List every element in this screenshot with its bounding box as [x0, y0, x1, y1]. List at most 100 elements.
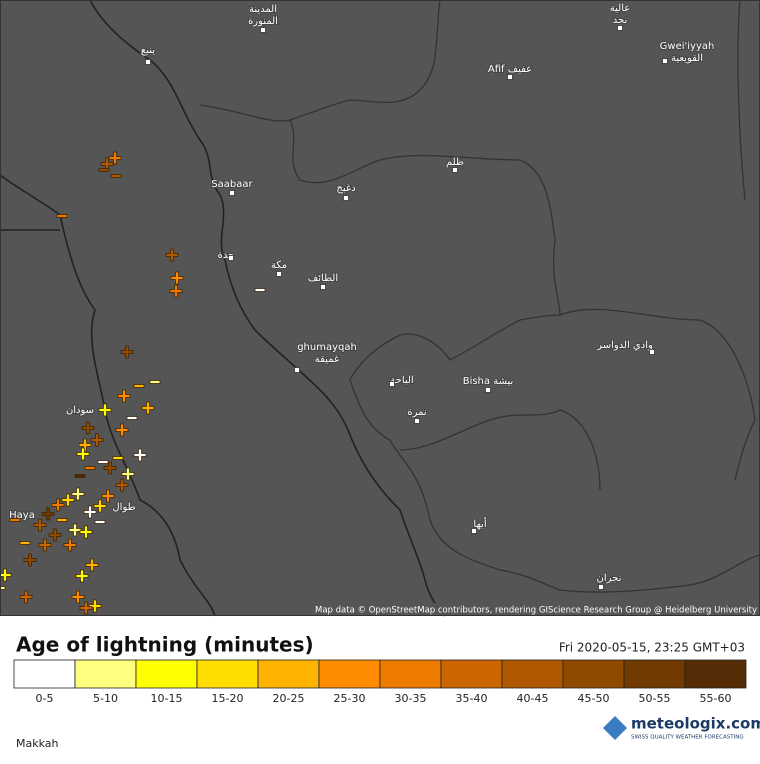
- place-label: ينبع: [141, 45, 155, 56]
- lightning-strike: [169, 284, 183, 298]
- place-marker: [276, 271, 282, 277]
- place-marker: [145, 59, 151, 65]
- lightning-strike: [79, 525, 93, 539]
- lightning-strike: [71, 590, 85, 604]
- place-label: عالية: [610, 3, 630, 14]
- place-marker: [485, 387, 491, 393]
- lightning-strike: [33, 518, 47, 532]
- lightning-strike: [9, 518, 21, 522]
- lightning-strike: [101, 489, 115, 503]
- timestamp: Fri 2020-05-15, 23:25 GMT+03: [559, 641, 745, 655]
- lightning-strike: [100, 157, 114, 171]
- legend-swatch: [13, 659, 76, 689]
- legend-label: 20-25: [273, 692, 305, 705]
- place-marker: [294, 367, 300, 373]
- place-label: طوال: [112, 502, 135, 513]
- region: Makkah: [16, 737, 59, 750]
- lightning-strike: [254, 288, 266, 292]
- coastline: [0, 0, 446, 617]
- place-marker: [414, 418, 420, 424]
- lightning-strike: [79, 601, 93, 615]
- legend-title: Age of lightning (minutes): [16, 633, 314, 657]
- legend-label: 55-60: [700, 692, 732, 705]
- logo-icon: [603, 716, 627, 740]
- place-label: الباحة: [390, 375, 413, 386]
- legend-swatch: [440, 659, 503, 689]
- logo: meteologix.com SWISS QUALITY WEATHER FOR…: [603, 715, 760, 741]
- lightning-strike: [38, 538, 52, 552]
- legend-label: 40-45: [517, 692, 549, 705]
- place-label: Afif عفيف: [488, 64, 532, 75]
- lightning-strike: [93, 499, 107, 513]
- place-label: غميقة: [315, 354, 339, 365]
- place-label: الطائف: [308, 273, 338, 284]
- legend-swatch: [135, 659, 198, 689]
- place-marker: [228, 255, 234, 261]
- place-label: Bisha بيشة: [463, 376, 514, 387]
- place-marker: [343, 195, 349, 201]
- lightning-strike: [23, 553, 37, 567]
- lightning-strike: [98, 168, 110, 172]
- legend-label: 45-50: [578, 692, 610, 705]
- lightning-strike: [76, 447, 90, 461]
- lightning-strike: [19, 590, 33, 604]
- place-label: نمرة: [407, 407, 426, 418]
- attribution-bg: [336, 603, 760, 616]
- lightning-strike: [84, 466, 96, 470]
- legend-swatch: [318, 659, 381, 689]
- lightning-strike: [51, 498, 65, 512]
- place-marker: [617, 25, 623, 31]
- place-label: نجران: [597, 573, 622, 584]
- place-label: Saabaar: [211, 179, 253, 190]
- place-marker: [662, 58, 668, 64]
- legend-swatch: [74, 659, 137, 689]
- legend-label: 25-30: [334, 692, 366, 705]
- place-marker: [649, 349, 655, 355]
- lightning-strike: [71, 487, 85, 501]
- place-marker: [598, 584, 604, 590]
- lightning-strike: [170, 271, 184, 285]
- legend-label: 10-15: [151, 692, 183, 705]
- map-background: [0, 0, 760, 616]
- legend-label: 50-55: [639, 692, 671, 705]
- legend-label: 30-35: [395, 692, 427, 705]
- lightning-strike: [61, 493, 75, 507]
- place-marker: [452, 167, 458, 173]
- lightning-strike: [133, 384, 145, 388]
- lightning-strike: [41, 507, 55, 521]
- place-label: ghumayqah: [297, 342, 357, 353]
- place-label: ظلم: [446, 157, 464, 168]
- logo-tagline: SWISS QUALITY WEATHER FORECASTING: [631, 735, 744, 741]
- lightning-strike: [112, 456, 124, 460]
- legend-label: 15-20: [212, 692, 244, 705]
- lightning-strike: [121, 467, 135, 481]
- lightning-strike: [75, 569, 89, 583]
- legend-label: 35-40: [456, 692, 488, 705]
- legend-swatch: [257, 659, 320, 689]
- legend-swatch: [562, 659, 625, 689]
- legend-swatch: [196, 659, 259, 689]
- lightning-strike: [98, 403, 112, 417]
- lightning-strike: [108, 151, 122, 165]
- lightning-strike: [48, 528, 62, 542]
- lightning-strike: [56, 214, 68, 218]
- legend: 0-5 5-10 10-15 15-20 20-25 25-30 30-35 35-40 40-…: [13, 659, 747, 705]
- lightning-strike: [85, 558, 99, 572]
- place-label: سودان: [66, 405, 94, 416]
- lightning-strike: [141, 401, 155, 415]
- lightning-strike: [74, 474, 86, 478]
- legend-label: 0-5: [36, 692, 54, 705]
- attribution: Map data © OpenStreetMap contributors, r…: [315, 606, 757, 616]
- place-label: أبها: [473, 517, 486, 530]
- lightning-strike: [19, 541, 31, 545]
- place-marker: [389, 381, 395, 387]
- lightning-strike: [90, 433, 104, 447]
- lightning-strike: [0, 568, 12, 582]
- legend-swatch: [684, 659, 747, 689]
- place-label: دغبج: [336, 183, 355, 194]
- lightning-strike: [133, 448, 147, 462]
- place-label: المدينة: [249, 4, 277, 15]
- place-label: Gwei'iyyah: [660, 41, 715, 52]
